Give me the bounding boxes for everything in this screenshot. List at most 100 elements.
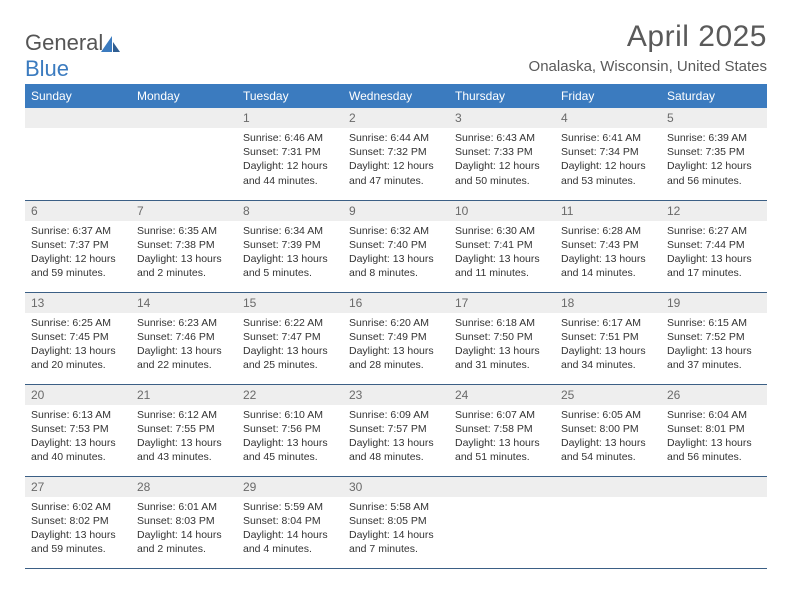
sunset-text: Sunset: 8:04 PM (243, 514, 337, 528)
day-details: Sunrise: 6:04 AMSunset: 8:01 PMDaylight:… (661, 405, 767, 469)
day-number: 27 (25, 477, 131, 497)
sunrise-text: Sunrise: 6:10 AM (243, 408, 337, 422)
calendar-cell: 8Sunrise: 6:34 AMSunset: 7:39 PMDaylight… (237, 200, 343, 292)
sunrise-text: Sunrise: 6:01 AM (137, 500, 231, 514)
day-number: 10 (449, 201, 555, 221)
weekday-header: Monday (131, 84, 237, 108)
day-number: 30 (343, 477, 449, 497)
day-number: 22 (237, 385, 343, 405)
daylight-text: Daylight: 13 hours and 2 minutes. (137, 252, 231, 280)
day-details: Sunrise: 6:01 AMSunset: 8:03 PMDaylight:… (131, 497, 237, 561)
day-details: Sunrise: 6:46 AMSunset: 7:31 PMDaylight:… (237, 128, 343, 192)
calendar-cell: 2Sunrise: 6:44 AMSunset: 7:32 PMDaylight… (343, 108, 449, 200)
header: General Blue April 2025 Onalaska, Wiscon… (0, 0, 792, 80)
daylight-text: Daylight: 13 hours and 14 minutes. (561, 252, 655, 280)
day-details: Sunrise: 6:07 AMSunset: 7:58 PMDaylight:… (449, 405, 555, 469)
calendar-cell: 3Sunrise: 6:43 AMSunset: 7:33 PMDaylight… (449, 108, 555, 200)
daylight-text: Daylight: 13 hours and 54 minutes. (561, 436, 655, 464)
daylight-text: Daylight: 13 hours and 56 minutes. (667, 436, 761, 464)
sunset-text: Sunset: 7:53 PM (31, 422, 125, 436)
calendar-cell: 16Sunrise: 6:20 AMSunset: 7:49 PMDayligh… (343, 292, 449, 384)
day-number: 24 (449, 385, 555, 405)
sunrise-text: Sunrise: 6:44 AM (349, 131, 443, 145)
sunset-text: Sunset: 8:02 PM (31, 514, 125, 528)
sunrise-text: Sunrise: 6:04 AM (667, 408, 761, 422)
day-number: 7 (131, 201, 237, 221)
sunset-text: Sunset: 8:05 PM (349, 514, 443, 528)
sunset-text: Sunset: 7:31 PM (243, 145, 337, 159)
day-details: Sunrise: 6:12 AMSunset: 7:55 PMDaylight:… (131, 405, 237, 469)
day-details: Sunrise: 6:18 AMSunset: 7:50 PMDaylight:… (449, 313, 555, 377)
day-number: 14 (131, 293, 237, 313)
weekday-header: Sunday (25, 84, 131, 108)
weekday-header-row: Sunday Monday Tuesday Wednesday Thursday… (25, 84, 767, 108)
sunset-text: Sunset: 7:34 PM (561, 145, 655, 159)
sunrise-text: Sunrise: 6:41 AM (561, 131, 655, 145)
day-number: 9 (343, 201, 449, 221)
day-number: 16 (343, 293, 449, 313)
sunset-text: Sunset: 7:46 PM (137, 330, 231, 344)
day-number: 18 (555, 293, 661, 313)
sunrise-text: Sunrise: 6:17 AM (561, 316, 655, 330)
daylight-text: Daylight: 13 hours and 20 minutes. (31, 344, 125, 372)
location-subtitle: Onalaska, Wisconsin, United States (529, 58, 767, 75)
sunset-text: Sunset: 7:57 PM (349, 422, 443, 436)
weekday-header: Thursday (449, 84, 555, 108)
sunset-text: Sunset: 7:40 PM (349, 238, 443, 252)
daylight-text: Daylight: 13 hours and 45 minutes. (243, 436, 337, 464)
daylight-text: Daylight: 13 hours and 25 minutes. (243, 344, 337, 372)
day-number: 8 (237, 201, 343, 221)
day-details: Sunrise: 6:10 AMSunset: 7:56 PMDaylight:… (237, 405, 343, 469)
day-details: Sunrise: 6:05 AMSunset: 8:00 PMDaylight:… (555, 405, 661, 469)
day-number: 25 (555, 385, 661, 405)
day-number: 4 (555, 108, 661, 128)
sunset-text: Sunset: 7:47 PM (243, 330, 337, 344)
day-details: Sunrise: 6:34 AMSunset: 7:39 PMDaylight:… (237, 221, 343, 285)
daylight-text: Daylight: 13 hours and 40 minutes. (31, 436, 125, 464)
sunrise-text: Sunrise: 6:05 AM (561, 408, 655, 422)
day-number: 23 (343, 385, 449, 405)
calendar-cell (131, 108, 237, 200)
day-details: Sunrise: 6:13 AMSunset: 7:53 PMDaylight:… (25, 405, 131, 469)
day-number: 1 (237, 108, 343, 128)
sunrise-text: Sunrise: 6:12 AM (137, 408, 231, 422)
sunrise-text: Sunrise: 6:09 AM (349, 408, 443, 422)
day-details: Sunrise: 6:15 AMSunset: 7:52 PMDaylight:… (661, 313, 767, 377)
sunset-text: Sunset: 7:52 PM (667, 330, 761, 344)
sunrise-text: Sunrise: 6:15 AM (667, 316, 761, 330)
daylight-text: Daylight: 14 hours and 2 minutes. (137, 528, 231, 556)
sunset-text: Sunset: 7:38 PM (137, 238, 231, 252)
calendar-cell: 12Sunrise: 6:27 AMSunset: 7:44 PMDayligh… (661, 200, 767, 292)
sunrise-text: Sunrise: 6:46 AM (243, 131, 337, 145)
sunrise-text: Sunrise: 6:30 AM (455, 224, 549, 238)
sunrise-text: Sunrise: 6:35 AM (137, 224, 231, 238)
calendar-row: 6Sunrise: 6:37 AMSunset: 7:37 PMDaylight… (25, 200, 767, 292)
page-title: April 2025 (627, 20, 767, 54)
daylight-text: Daylight: 13 hours and 48 minutes. (349, 436, 443, 464)
day-number (449, 477, 555, 497)
calendar-cell: 9Sunrise: 6:32 AMSunset: 7:40 PMDaylight… (343, 200, 449, 292)
day-number: 28 (131, 477, 237, 497)
day-number: 11 (555, 201, 661, 221)
daylight-text: Daylight: 12 hours and 50 minutes. (455, 159, 549, 187)
daylight-text: Daylight: 13 hours and 31 minutes. (455, 344, 549, 372)
sunset-text: Sunset: 7:45 PM (31, 330, 125, 344)
calendar-cell (555, 476, 661, 568)
day-details: Sunrise: 6:17 AMSunset: 7:51 PMDaylight:… (555, 313, 661, 377)
day-number: 2 (343, 108, 449, 128)
calendar-cell: 27Sunrise: 6:02 AMSunset: 8:02 PMDayligh… (25, 476, 131, 568)
calendar-cell (449, 476, 555, 568)
calendar-row: 20Sunrise: 6:13 AMSunset: 7:53 PMDayligh… (25, 384, 767, 476)
sunset-text: Sunset: 7:51 PM (561, 330, 655, 344)
daylight-text: Daylight: 14 hours and 7 minutes. (349, 528, 443, 556)
calendar-cell: 23 Sunrise: 6:09 AMSunset: 7:57 PMDayligh… (343, 384, 449, 476)
brand-part2: Blue (25, 56, 69, 81)
daylight-text: Daylight: 13 hours and 8 minutes. (349, 252, 443, 280)
day-details: Sunrise: 6:20 AMSunset: 7:49 PMDaylight:… (343, 313, 449, 377)
daylight-text: Daylight: 12 hours and 53 minutes. (561, 159, 655, 187)
calendar-cell: 13Sunrise: 6:25 AMSunset: 7:45 PMDayligh… (25, 292, 131, 384)
day-number: 20 (25, 385, 131, 405)
day-details: Sunrise: 6:23 AMSunset: 7:46 PMDaylight:… (131, 313, 237, 377)
day-details: Sunrise: 5:59 AMSunset: 8:04 PMDaylight:… (237, 497, 343, 561)
calendar-cell: 10Sunrise: 6:30 AMSunset: 7:41 PMDayligh… (449, 200, 555, 292)
